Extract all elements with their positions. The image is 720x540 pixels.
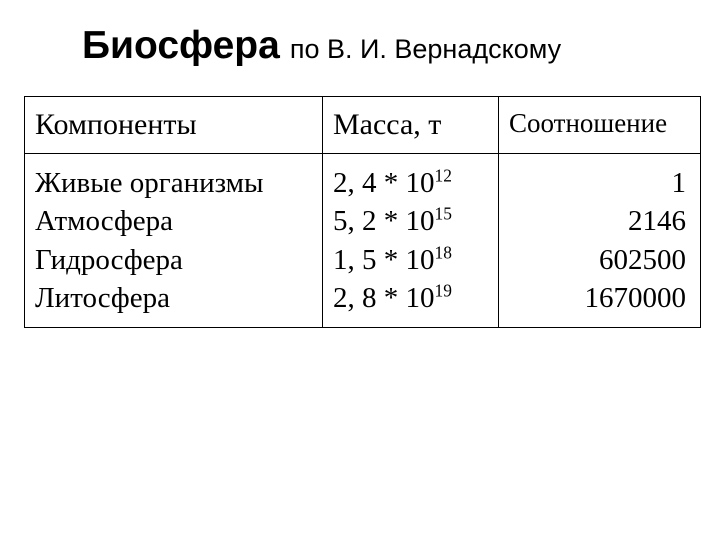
components-cell: Живые организмы Атмосфера Гидросфера Лит… bbox=[25, 154, 323, 328]
mass-coef: 2, 4 bbox=[333, 167, 377, 199]
table-body-row: Живые организмы Атмосфера Гидросфера Лит… bbox=[25, 154, 701, 328]
mass-value: 1, 5 * 1018 bbox=[333, 241, 488, 279]
component-name: Живые организмы bbox=[35, 164, 312, 202]
mass-exp: 12 bbox=[435, 165, 452, 185]
ratio-value: 2146 bbox=[509, 202, 686, 240]
ratio-cell: 1 2146 602500 1670000 bbox=[499, 154, 701, 328]
mass-value: 2, 8 * 1019 bbox=[333, 279, 488, 317]
component-name: Литосфера bbox=[35, 279, 312, 317]
header-components: Компоненты bbox=[25, 97, 323, 154]
title-sub: по В. И. Вернадскому bbox=[290, 34, 561, 64]
mass-exp: 19 bbox=[435, 280, 452, 300]
title-line: Биосфера по В. И. Вернадскому bbox=[82, 24, 696, 68]
component-name: Атмосфера bbox=[35, 202, 312, 240]
mass-exp: 18 bbox=[435, 242, 452, 262]
slide: Биосфера по В. И. Вернадскому Компоненты… bbox=[0, 0, 720, 540]
ratio-value: 1 bbox=[509, 164, 686, 202]
ratio-value: 602500 bbox=[509, 241, 686, 279]
mass-coef: 5, 2 bbox=[333, 205, 377, 237]
title-main: Биосфера bbox=[82, 24, 280, 67]
mass-coef: 2, 8 bbox=[333, 282, 377, 314]
biosphere-table: Компоненты Масса, т Соотношение Живые ор… bbox=[24, 96, 701, 328]
component-name: Гидросфера bbox=[35, 241, 312, 279]
ratio-value: 1670000 bbox=[509, 279, 686, 317]
mass-value: 5, 2 * 1015 bbox=[333, 202, 488, 240]
mass-cell: 2, 4 * 1012 5, 2 * 1015 1, 5 * 1018 2, 8… bbox=[323, 154, 499, 328]
mass-value: 2, 4 * 1012 bbox=[333, 164, 488, 202]
table-header-row: Компоненты Масса, т Соотношение bbox=[25, 97, 701, 154]
header-ratio: Соотношение bbox=[499, 97, 701, 154]
mass-coef: 1, 5 bbox=[333, 244, 377, 276]
header-mass: Масса, т bbox=[323, 97, 499, 154]
mass-exp: 15 bbox=[435, 204, 452, 224]
